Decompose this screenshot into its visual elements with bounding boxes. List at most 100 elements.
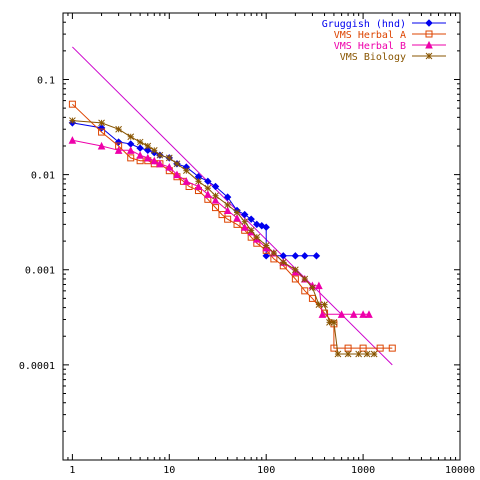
star-stroke: [301, 275, 309, 283]
data-point: [370, 350, 378, 358]
star-stroke: [334, 350, 342, 358]
data-point: [173, 160, 181, 168]
data-point: [247, 226, 255, 234]
data-point: [98, 128, 106, 136]
legend-label: VMS Herbal A: [334, 30, 406, 41]
data-point: [365, 310, 373, 318]
data-point: [218, 211, 226, 219]
star-stroke: [292, 266, 299, 274]
x-tick-label: 1000: [351, 465, 375, 476]
star-stroke: [279, 258, 287, 266]
data-point: [262, 242, 270, 249]
star-stroke: [233, 209, 241, 216]
data-point: [233, 213, 241, 222]
plot-frame: [62, 12, 461, 461]
star-stroke: [150, 146, 158, 154]
data-point: [334, 350, 342, 358]
data-point: [143, 153, 152, 162]
data-point: [136, 151, 144, 159]
data-point: [98, 119, 105, 127]
data-point: [292, 266, 299, 274]
data-point: [212, 192, 219, 200]
data-point: [68, 100, 76, 108]
data-point: [114, 146, 123, 154]
data-point: [144, 142, 152, 150]
star-stroke: [115, 125, 122, 133]
data-point: [68, 136, 77, 144]
data-point: [195, 177, 202, 185]
data-point: [115, 125, 122, 133]
star-stroke: [241, 218, 249, 226]
legend-label: VMS Biology: [340, 52, 406, 63]
data-point: [240, 223, 249, 231]
star-stroke: [247, 226, 255, 234]
data-point: [165, 162, 174, 171]
data-point: [204, 190, 212, 198]
data-point: [330, 318, 338, 326]
star-stroke: [309, 284, 316, 291]
data-point: [312, 252, 321, 260]
data-point: [262, 223, 270, 231]
data-point: [344, 350, 352, 358]
data-point: [150, 156, 159, 165]
data-point: [127, 140, 135, 148]
data-point: [114, 138, 123, 146]
star-stroke: [262, 242, 270, 249]
data-point: [127, 133, 135, 141]
series-3: [69, 117, 378, 358]
series-line: [72, 139, 369, 315]
star-stroke: [165, 154, 173, 162]
star-stroke: [363, 350, 371, 358]
data-point: [301, 287, 309, 295]
data-point: [136, 144, 144, 152]
x-tick-label: 100: [257, 465, 275, 476]
data-point: [211, 182, 220, 191]
star-stroke: [355, 350, 363, 358]
star-stroke: [224, 201, 231, 209]
legend-label: Gruggish (hnd): [322, 19, 406, 30]
series-2: [68, 136, 373, 318]
data-point: [308, 294, 316, 302]
data-point: [318, 310, 327, 318]
data-point: [194, 182, 203, 191]
data-point: [279, 258, 287, 266]
legend-marker: [425, 19, 433, 27]
data-point: [224, 215, 232, 223]
star-stroke: [270, 249, 278, 257]
data-point: [349, 310, 358, 318]
data-point: [224, 201, 231, 209]
x-tick-label: 10: [163, 465, 175, 476]
data-point: [247, 215, 255, 223]
x-axis: 1 10 100 1000 10000: [62, 13, 475, 476]
data-point: [388, 344, 396, 352]
data-point: [183, 167, 190, 175]
series-line: [72, 120, 375, 355]
data-point: [253, 233, 261, 241]
plot-area: [62, 12, 461, 461]
data-point: [69, 117, 76, 124]
data-point: [376, 344, 384, 352]
data-point: [144, 146, 152, 155]
x-tick-label: 1: [69, 465, 75, 476]
y-tick-label: 0.01: [31, 171, 55, 182]
data-point: [150, 146, 158, 154]
data-point: [270, 249, 278, 257]
data-point: [355, 350, 363, 358]
star-stroke: [136, 138, 144, 146]
data-point: [315, 281, 323, 290]
star-stroke: [144, 142, 152, 150]
data-point: [211, 195, 220, 204]
data-point: [309, 284, 316, 291]
star-stroke: [253, 233, 261, 241]
data-point: [156, 159, 164, 168]
data-point: [204, 184, 212, 192]
star-stroke: [156, 151, 164, 159]
data-point: [223, 206, 232, 214]
star-stroke: [69, 117, 76, 124]
star-stroke: [425, 52, 433, 60]
data-point: [204, 177, 212, 186]
data-point: [301, 252, 309, 260]
data-point: [315, 301, 323, 308]
